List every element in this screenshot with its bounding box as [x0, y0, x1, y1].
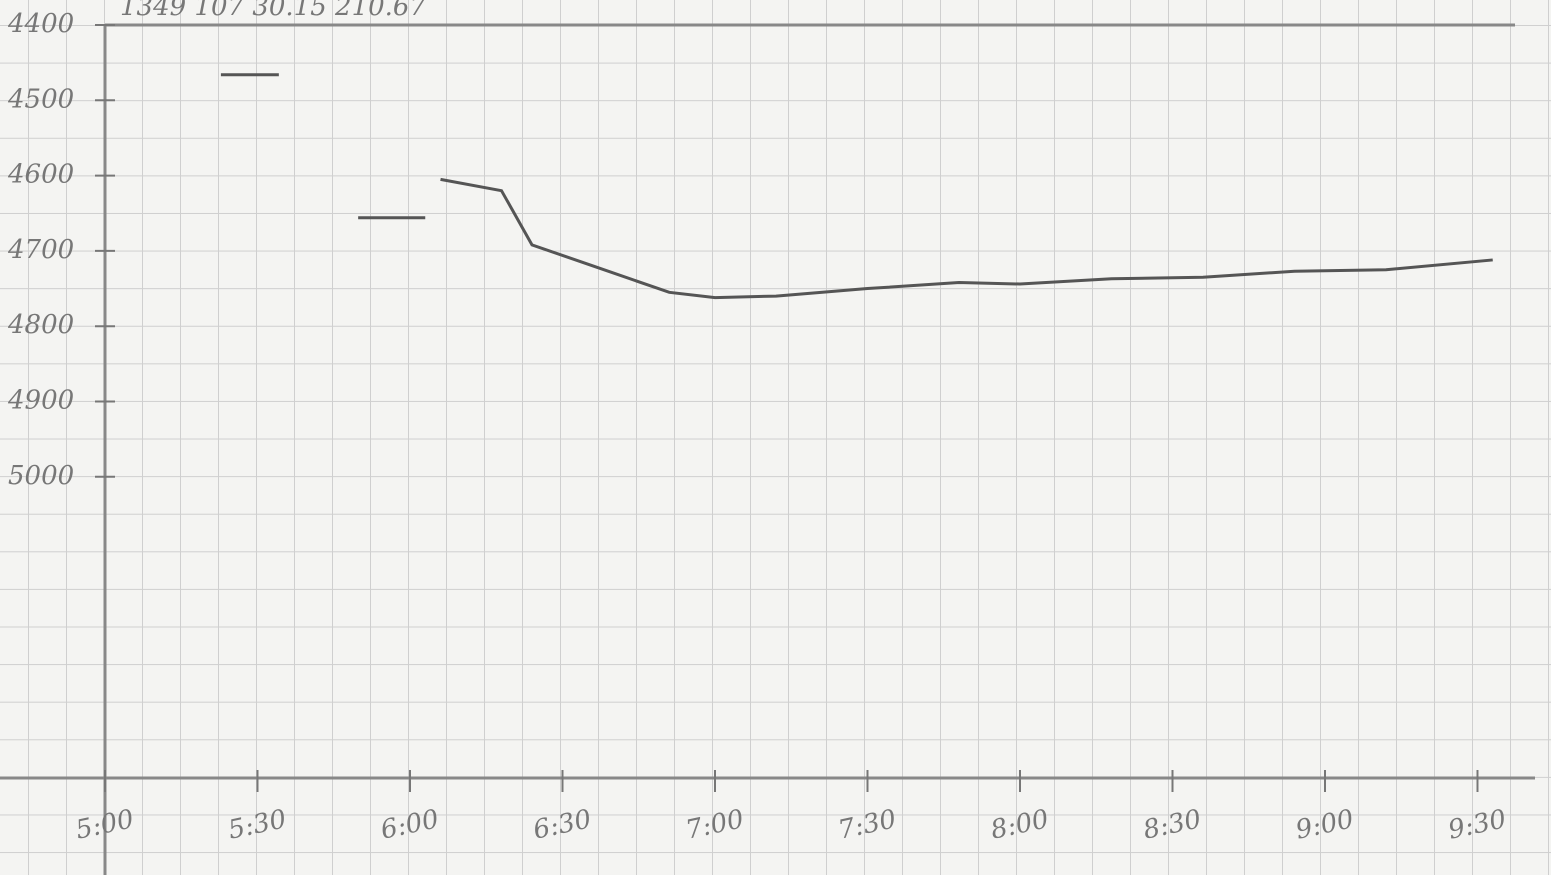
x-tick-label: 9:30	[1446, 804, 1509, 845]
x-tick-label: 5:00	[73, 804, 136, 845]
y-tick-label: 4800	[7, 310, 74, 340]
x-tick-label: 5:30	[226, 804, 289, 845]
y-tick-label: 5000	[8, 461, 74, 491]
y-tick-label: 4500	[7, 84, 74, 114]
y-tick-label: 4600	[7, 160, 74, 190]
x-tick-label: 6:30	[531, 804, 594, 845]
x-tick-label: 6:00	[378, 804, 441, 845]
data-line	[440, 177, 1493, 300]
x-tick-label: 9:00	[1293, 804, 1356, 845]
x-tick-label: 8:00	[988, 804, 1051, 845]
x-tick-label: 8:30	[1141, 804, 1204, 845]
annotation: 1349 107 30.15 210.67	[120, 0, 426, 22]
y-tick-label: 4700	[7, 235, 74, 265]
x-tick-label: 7:00	[683, 804, 746, 845]
y-tick-label: 4400	[7, 9, 74, 39]
y-tick-label: 4900	[7, 386, 74, 416]
x-tick-label: 7:30	[836, 804, 899, 845]
